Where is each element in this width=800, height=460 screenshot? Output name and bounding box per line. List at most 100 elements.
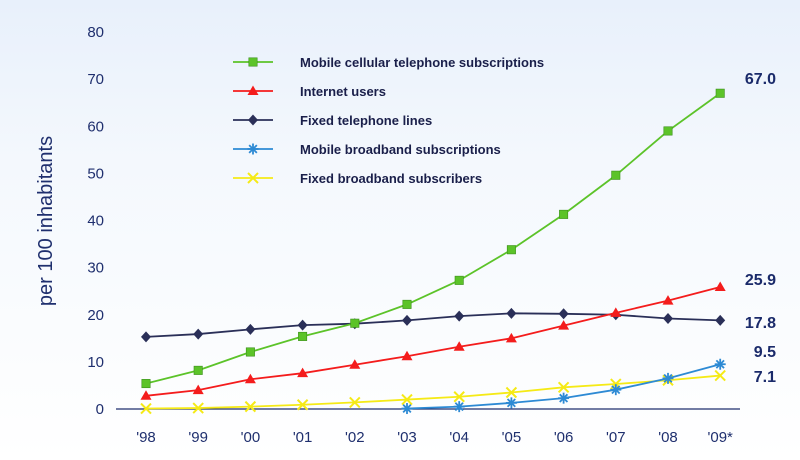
data-point — [663, 126, 673, 136]
end-value-label: 17.8 — [745, 315, 776, 332]
x-tick-label: '06 — [554, 429, 574, 446]
data-point — [611, 170, 621, 180]
data-point — [714, 358, 726, 370]
legend-item: Internet users — [233, 84, 386, 99]
x-axis-ticks: '98 '99 '00 '01 '02 '03 '04 '05 '06 '07 '08 '09* — [136, 429, 733, 446]
legend: Mobile cellular telephone subscriptions I… — [233, 55, 544, 186]
data-point — [297, 319, 308, 331]
end-value-label: 25.9 — [745, 272, 776, 289]
data-point — [662, 295, 674, 305]
data-point — [714, 369, 726, 382]
series-1 — [140, 281, 726, 400]
series-3 — [401, 358, 726, 415]
series-4 — [140, 369, 726, 415]
data-point — [401, 403, 413, 415]
data-point — [506, 307, 517, 319]
x-tick-label: '08 — [658, 429, 678, 446]
data-point — [558, 392, 570, 404]
series-0 — [141, 88, 725, 389]
y-tick-label: 0 — [96, 401, 104, 418]
x-tick-label: '98 — [136, 429, 156, 446]
data-point — [401, 350, 413, 361]
y-tick-label: 10 — [87, 354, 104, 371]
data-point — [296, 399, 309, 411]
data-point — [193, 328, 204, 340]
data-point — [557, 381, 570, 394]
data-point — [505, 386, 518, 399]
y-tick-label: 40 — [87, 213, 104, 230]
y-tick-label: 70 — [87, 71, 104, 88]
data-point — [349, 396, 361, 409]
data-point — [141, 379, 151, 389]
series-line — [145, 312, 721, 338]
data-point — [244, 400, 257, 413]
y-tick-label: 30 — [87, 260, 104, 277]
data-point — [298, 331, 308, 341]
data-point — [714, 281, 726, 291]
legend-item: Mobile broadband subscriptions — [233, 142, 501, 157]
legend-marker — [247, 85, 259, 95]
data-point — [401, 393, 413, 406]
data-point — [715, 88, 725, 98]
legend-item: Fixed broadband subscribers — [233, 171, 482, 186]
legend-label: Fixed telephone lines — [300, 113, 432, 128]
data-point — [350, 318, 360, 328]
data-point — [402, 299, 412, 309]
data-point — [454, 310, 465, 322]
data-point — [453, 341, 465, 351]
y-tick-label: 60 — [87, 118, 104, 135]
data-point — [140, 402, 152, 415]
end-value-label: 67.0 — [745, 71, 776, 88]
x-tick-label: '03 — [397, 429, 417, 446]
y-tick-label: 20 — [87, 307, 104, 324]
data-point — [244, 373, 256, 384]
data-point — [610, 384, 622, 396]
legend-marker — [248, 114, 258, 126]
series-2 — [141, 307, 726, 343]
x-tick-label: '02 — [345, 429, 365, 446]
y-axis-ticks: 0 10 20 30 40 50 60 70 80 — [87, 24, 104, 418]
data-point — [297, 367, 309, 378]
x-tick-label: '05 — [502, 429, 522, 446]
data-point — [140, 390, 152, 400]
data-point — [193, 365, 203, 375]
data-point — [245, 323, 256, 335]
series-lines — [140, 88, 726, 415]
data-point — [192, 384, 204, 395]
x-tick-label: '09* — [708, 429, 734, 446]
x-tick-label: '04 — [449, 429, 469, 446]
legend-label: Mobile broadband subscriptions — [300, 142, 501, 157]
end-value-label: 9.5 — [754, 344, 776, 361]
x-tick-label: '00 — [241, 429, 261, 446]
data-point — [505, 332, 517, 343]
data-point — [663, 313, 673, 325]
legend-label: Mobile cellular telephone subscriptions — [300, 55, 544, 70]
legend-marker — [247, 172, 259, 184]
series-line — [145, 92, 721, 385]
series-line — [145, 374, 721, 410]
data-point — [505, 397, 517, 409]
legend-item: Fixed telephone lines — [233, 113, 432, 128]
end-value-labels: 67.0 25.9 17.8 9.5 7.1 — [745, 71, 776, 386]
legend-item: Mobile cellular telephone subscriptions — [233, 55, 544, 70]
data-point — [192, 402, 204, 414]
data-point — [141, 331, 151, 343]
data-point — [662, 372, 674, 384]
data-point — [402, 314, 412, 326]
y-tick-label: 80 — [87, 24, 104, 41]
data-point — [610, 307, 622, 317]
y-tick-label: 50 — [87, 165, 104, 182]
legend-label: Fixed broadband subscribers — [300, 171, 482, 186]
data-point — [245, 347, 255, 357]
data-point — [558, 320, 570, 330]
legend-label: Internet users — [300, 84, 386, 99]
data-point — [558, 308, 569, 320]
end-value-label: 7.1 — [754, 369, 776, 386]
data-point — [453, 401, 465, 413]
data-point — [559, 209, 569, 219]
x-tick-label: '01 — [293, 429, 313, 446]
x-tick-label: '99 — [188, 429, 208, 446]
x-tick-label: '07 — [606, 429, 626, 446]
legend-marker — [248, 57, 258, 67]
